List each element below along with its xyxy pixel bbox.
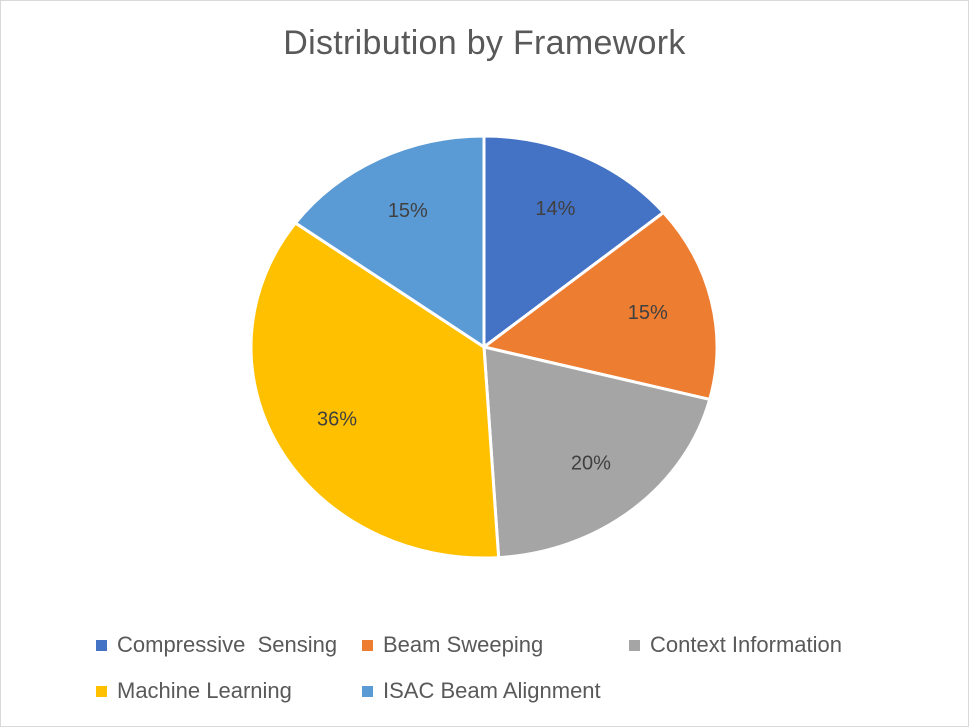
data-label: 14% bbox=[535, 198, 575, 220]
data-label: 15% bbox=[388, 200, 428, 222]
legend-label: Beam Sweeping bbox=[383, 632, 544, 657]
data-label: 15% bbox=[628, 302, 668, 324]
data-label: 36% bbox=[317, 408, 357, 430]
pie-slice-beam-sweeping bbox=[482, 211, 719, 401]
pie-slice-compressive-sensing bbox=[482, 134, 666, 349]
pie-slice-context-information bbox=[482, 345, 712, 560]
legend-swatch bbox=[362, 685, 373, 697]
legend-label: Context Information bbox=[650, 632, 842, 657]
legend-item-machine-learning: Machine Learning bbox=[96, 678, 292, 704]
legend-item-compressive-sensing: Compressive Sensing bbox=[96, 632, 337, 658]
legend-label: Machine Learning bbox=[117, 678, 292, 703]
pie-slice-isac-beam-alignment bbox=[293, 134, 486, 349]
data-label: 20% bbox=[571, 452, 611, 474]
legend-swatch bbox=[96, 639, 107, 651]
pie-slice-machine-learning bbox=[249, 221, 501, 560]
legend-swatch bbox=[629, 639, 640, 651]
legend-item-isac-beam-alignment: ISAC Beam Alignment bbox=[362, 678, 601, 704]
legend-label: Compressive Sensing bbox=[117, 632, 338, 657]
chart-title: Distribution by Framework bbox=[283, 24, 686, 62]
legend-item-context-information: Context Information bbox=[629, 632, 842, 658]
legend-item-beam-sweeping: Beam Sweeping bbox=[362, 632, 543, 658]
legend-swatch bbox=[96, 685, 107, 697]
legend-swatch bbox=[362, 639, 373, 651]
legend-label: ISAC Beam Alignment bbox=[383, 678, 601, 703]
